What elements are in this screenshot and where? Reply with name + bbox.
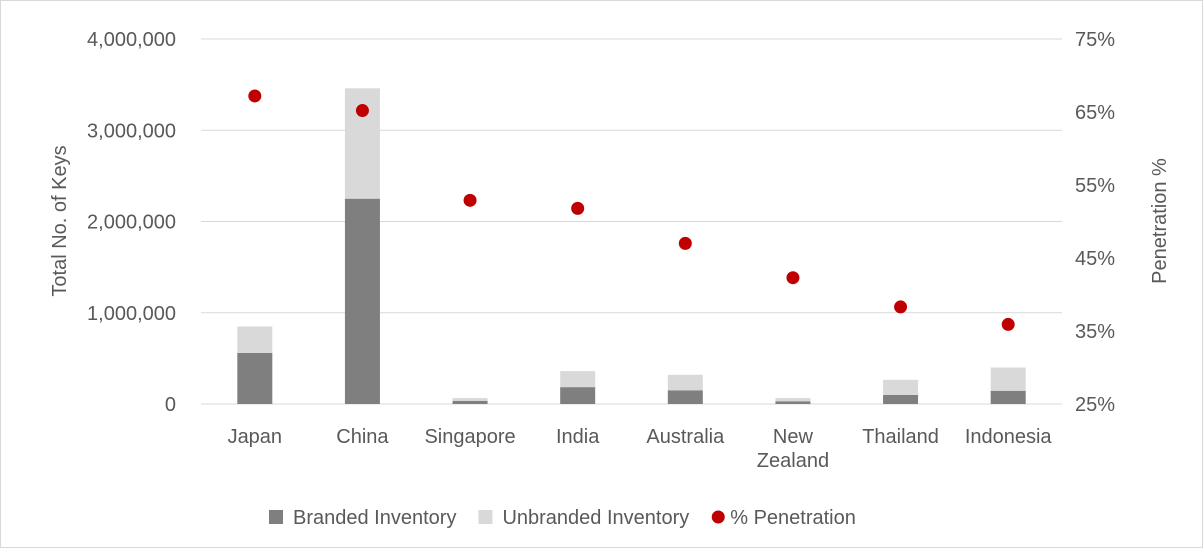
bar-unbranded-inventory <box>667 374 703 391</box>
bar-unbranded-inventory <box>237 326 273 353</box>
y2-tick-label: 55% <box>1075 175 1115 197</box>
bar-branded-inventory <box>237 352 273 404</box>
x-tick-label: New Zealand <box>757 426 829 472</box>
y-tick-label: 3,000,000 <box>87 120 176 142</box>
penetration-point <box>894 300 908 314</box>
y-tick-label: 1,000,000 <box>87 303 176 325</box>
bars <box>237 88 1026 404</box>
x-tick-label: Australia <box>646 426 725 448</box>
bar-unbranded-inventory <box>560 371 596 388</box>
legend-label: % Penetration <box>730 507 856 529</box>
bar-branded-inventory <box>344 198 380 404</box>
penetration-point <box>355 104 369 118</box>
y-tick-label: 4,000,000 <box>87 29 176 51</box>
penetration-point <box>678 236 692 250</box>
legend-label: Branded Inventory <box>293 507 456 529</box>
penetration-point <box>248 89 262 103</box>
y-axis-title: Total No. of Keys <box>49 145 71 296</box>
x-tick-label: Thailand <box>862 426 939 448</box>
penetration-points <box>248 89 1015 331</box>
x-tick-label: Indonesia <box>965 426 1053 448</box>
bar-branded-inventory <box>990 390 1026 404</box>
y2-tick-label: 65% <box>1075 102 1115 124</box>
bar-branded-inventory <box>667 390 703 404</box>
gridlines <box>201 38 1062 405</box>
bar-branded-inventory <box>560 387 596 404</box>
y2-tick-label: 45% <box>1075 248 1115 270</box>
legend-label: Unbranded Inventory <box>502 507 689 529</box>
legend: Branded Inventory Unbranded Inventory % Pe… <box>269 507 856 529</box>
bar-unbranded-inventory <box>775 398 811 402</box>
penetration-point <box>1001 317 1015 331</box>
legend-item: Branded Inventory <box>269 507 456 529</box>
penetration-point <box>786 271 800 285</box>
penetration-point <box>571 201 585 215</box>
bar-branded-inventory <box>883 394 919 404</box>
y2-tick-label: 75% <box>1075 29 1115 51</box>
x-tick-label: Singapore <box>424 426 515 448</box>
y-tick-label: 0 <box>165 394 176 416</box>
y2-tick-label: 25% <box>1075 394 1115 416</box>
bar-branded-inventory <box>775 401 811 404</box>
bar-unbranded-inventory <box>452 398 488 401</box>
legend-item: % Penetration <box>711 507 856 529</box>
legend-item: Unbranded Inventory <box>478 507 689 529</box>
penetration-point <box>463 193 477 207</box>
secondary-y-axis-title: Penetration % <box>1149 158 1171 284</box>
axes: 0 1,000,000 2,000,000 3,000,000 4,000,000 25%… <box>87 29 1115 472</box>
bar-branded-inventory <box>452 400 488 404</box>
legend-swatch <box>478 510 493 524</box>
x-tick-label: China <box>336 426 389 448</box>
x-tick-label: Japan <box>228 426 283 448</box>
legend-swatch <box>269 510 283 524</box>
y-tick-label: 2,000,000 <box>87 212 176 234</box>
x-tick-label: India <box>556 426 600 448</box>
bar-unbranded-inventory <box>990 367 1026 391</box>
legend-marker <box>711 510 725 524</box>
bar-unbranded-inventory <box>883 379 919 395</box>
y2-tick-label: 35% <box>1075 321 1115 343</box>
